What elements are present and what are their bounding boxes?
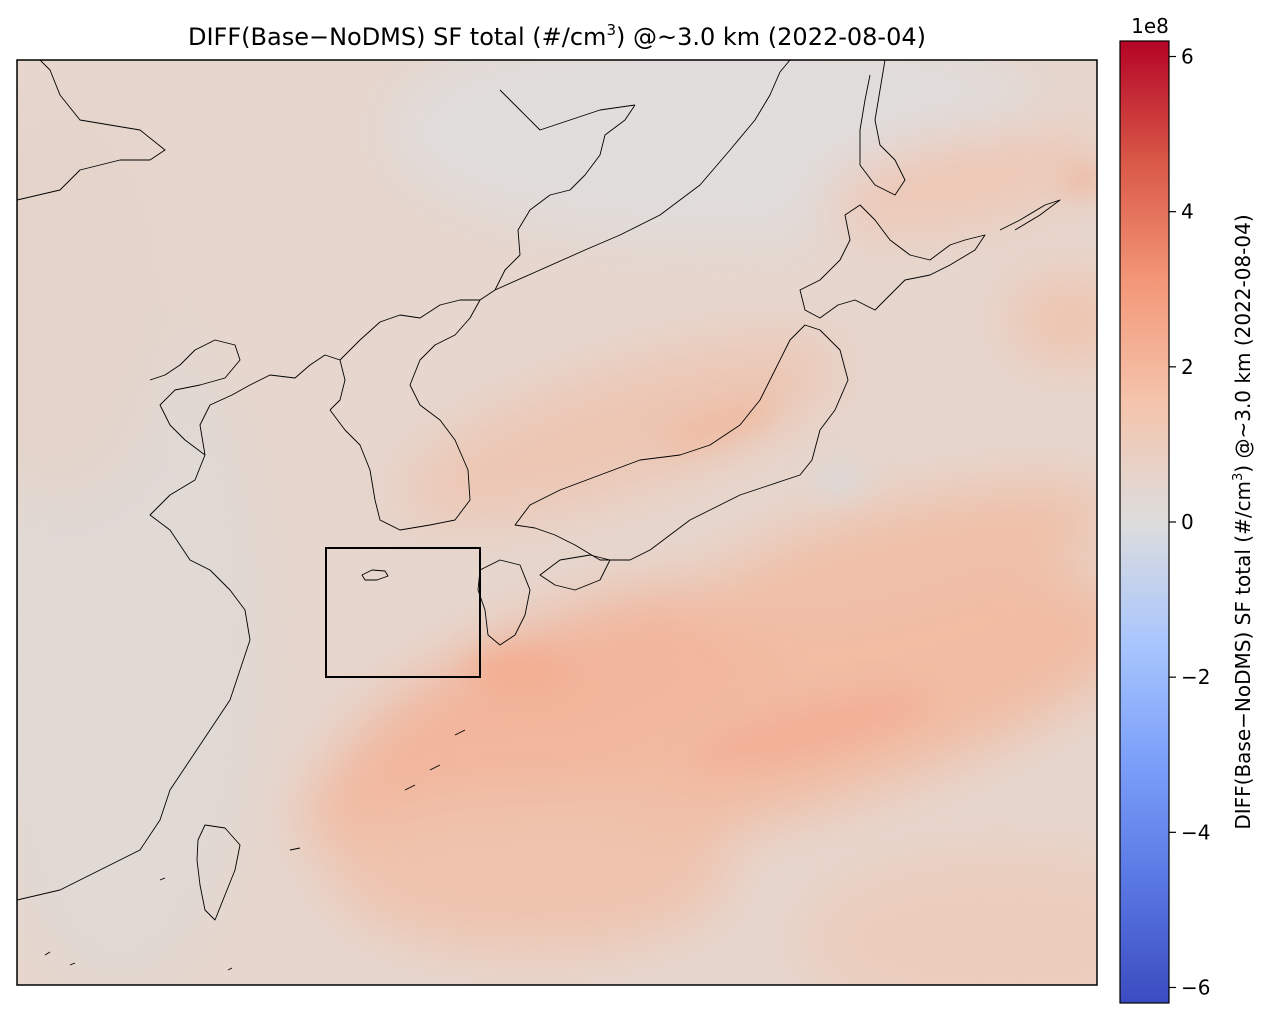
colorbar-tick-label: −6 [1181, 975, 1210, 999]
colorbar-tick-label: 2 [1181, 355, 1194, 379]
russian-coast [494, 60, 791, 291]
colorbar-tick-label: 6 [1181, 45, 1194, 69]
taiwan-coast [196, 824, 241, 921]
jeju-island [361, 569, 389, 581]
china-coastline [17, 354, 346, 901]
mongolia-border [17, 60, 166, 201]
colorbar-tick-label: −4 [1181, 820, 1210, 844]
highlight-region-box [325, 547, 481, 678]
colorbar-label: DIFF(Base−NoDMS) SF total (#/cm3) @~3.0 … [1231, 214, 1255, 829]
coastlines [17, 60, 1061, 971]
shikoku-coast [539, 554, 611, 591]
kuril-islands [999, 199, 1061, 231]
colorbar-tick-label: 0 [1181, 510, 1194, 534]
colorbar-multiplier: 1e8 [1131, 14, 1169, 38]
map-panel [17, 60, 1097, 985]
kyushu-coast [477, 559, 531, 646]
amur-border [499, 89, 636, 131]
colorbar: 1e8 6 4 2 0 −2 −4 −6 DIFF(Base−NoDMS) SF total… [1119, 14, 1255, 1004]
map-title: DIFF(Base−NoDMS) SF total (#/cm3) @~3.0 … [188, 21, 926, 51]
hokkaido-coast [799, 204, 986, 319]
korea-china-border [339, 299, 480, 361]
bohai-coast [149, 339, 241, 456]
colorbar-tick-label: 4 [1181, 200, 1194, 224]
colorbar-gradient [1120, 41, 1169, 1003]
small-islands [44, 951, 233, 971]
korea-coastline [329, 289, 496, 531]
colorbar-tick-label: −2 [1181, 665, 1210, 689]
map-frame [16, 59, 1098, 986]
ryukyu-islands [159, 729, 466, 881]
russia-china-border [494, 104, 636, 291]
honshu-coast [514, 324, 849, 561]
sakhalin-coast [859, 60, 906, 196]
colorbar-ticks: 6 4 2 0 −2 −4 −6 [1169, 45, 1210, 999]
